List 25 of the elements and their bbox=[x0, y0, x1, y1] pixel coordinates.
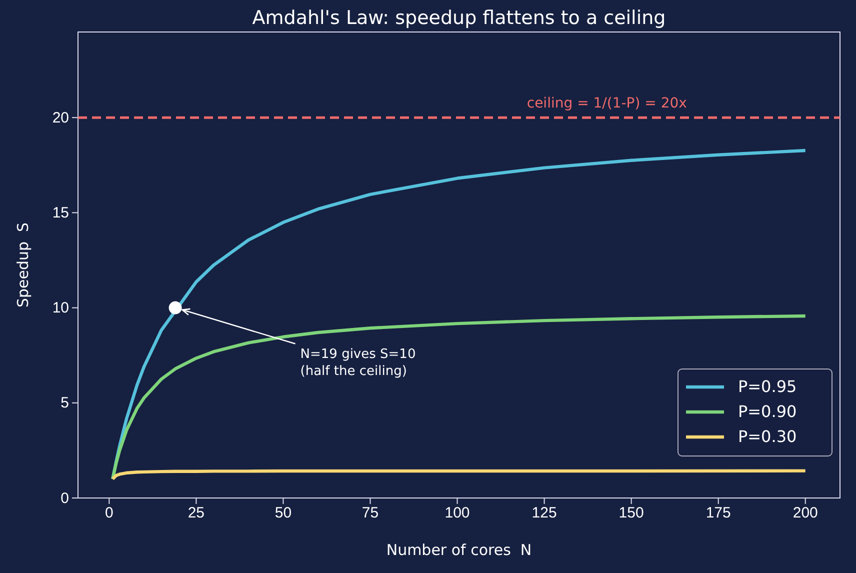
legend-label: P=0.30 bbox=[738, 427, 797, 446]
line-series bbox=[111, 148, 807, 481]
x-tick-label: 200 bbox=[792, 504, 818, 522]
legend-label: P=0.90 bbox=[738, 402, 797, 421]
ref-line-label: ceiling = 1/(1-P) = 20x bbox=[526, 96, 687, 112]
x-tick-label: 75 bbox=[362, 504, 379, 522]
x-tick-label: 0 bbox=[104, 504, 114, 522]
line-series bbox=[111, 469, 807, 481]
annotation: N=19 gives S=10 (half the ceiling) bbox=[300, 346, 416, 379]
line-series bbox=[111, 314, 807, 481]
x-axis-title: Number of cores N bbox=[386, 541, 532, 559]
chart-title: Amdahl's Law: speedup flattens to a ceiling bbox=[252, 7, 666, 29]
x-tick-label: 175 bbox=[706, 504, 731, 522]
x-tick-label: 125 bbox=[532, 504, 557, 522]
x-tick-label: 150 bbox=[618, 504, 644, 522]
y-tick-label: 0 bbox=[60, 490, 69, 507]
y-tick-label: 15 bbox=[52, 204, 69, 222]
y-tick-label: 10 bbox=[52, 300, 69, 317]
legend-label: P=0.95 bbox=[738, 377, 797, 396]
x-tick-label: 100 bbox=[444, 504, 470, 522]
y-tick-label: 5 bbox=[60, 394, 69, 412]
y-axis-title: Speedup S bbox=[14, 222, 32, 308]
y-tick-label: 20 bbox=[52, 109, 69, 126]
x-tick-label: 25 bbox=[188, 504, 205, 522]
x-tick-label: 50 bbox=[274, 504, 292, 522]
